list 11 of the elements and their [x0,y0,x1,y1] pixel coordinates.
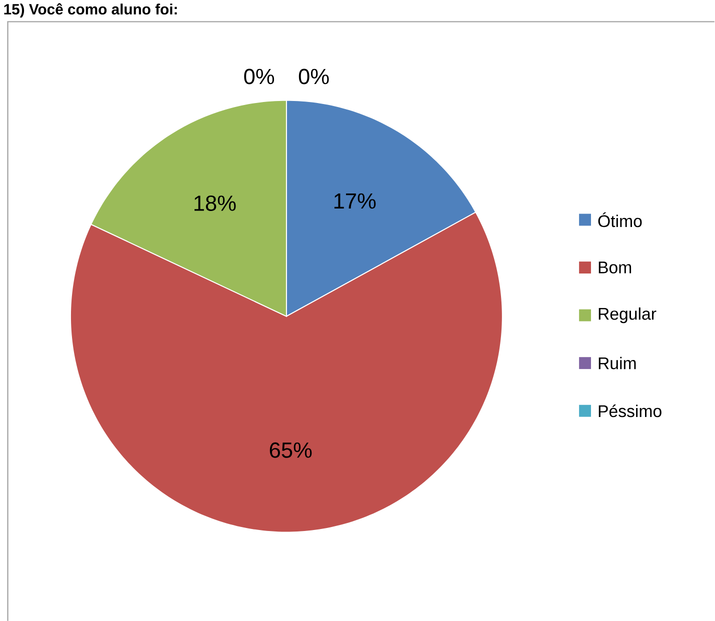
data-label: 18% [194,195,236,211]
legend-label: Bom [598,261,632,274]
text: 0% [298,68,329,84]
data-label: 65% [270,442,312,458]
text: 0% [244,68,274,84]
legend-label: Ótimo [598,212,642,227]
data-label: 17% [334,193,376,208]
legend-label: Péssimo [598,404,662,417]
legend-label: Regular [598,307,656,323]
chart-title: 15) Você como aluno foi: [4,3,177,18]
legend-label: Ruim [598,356,636,370]
